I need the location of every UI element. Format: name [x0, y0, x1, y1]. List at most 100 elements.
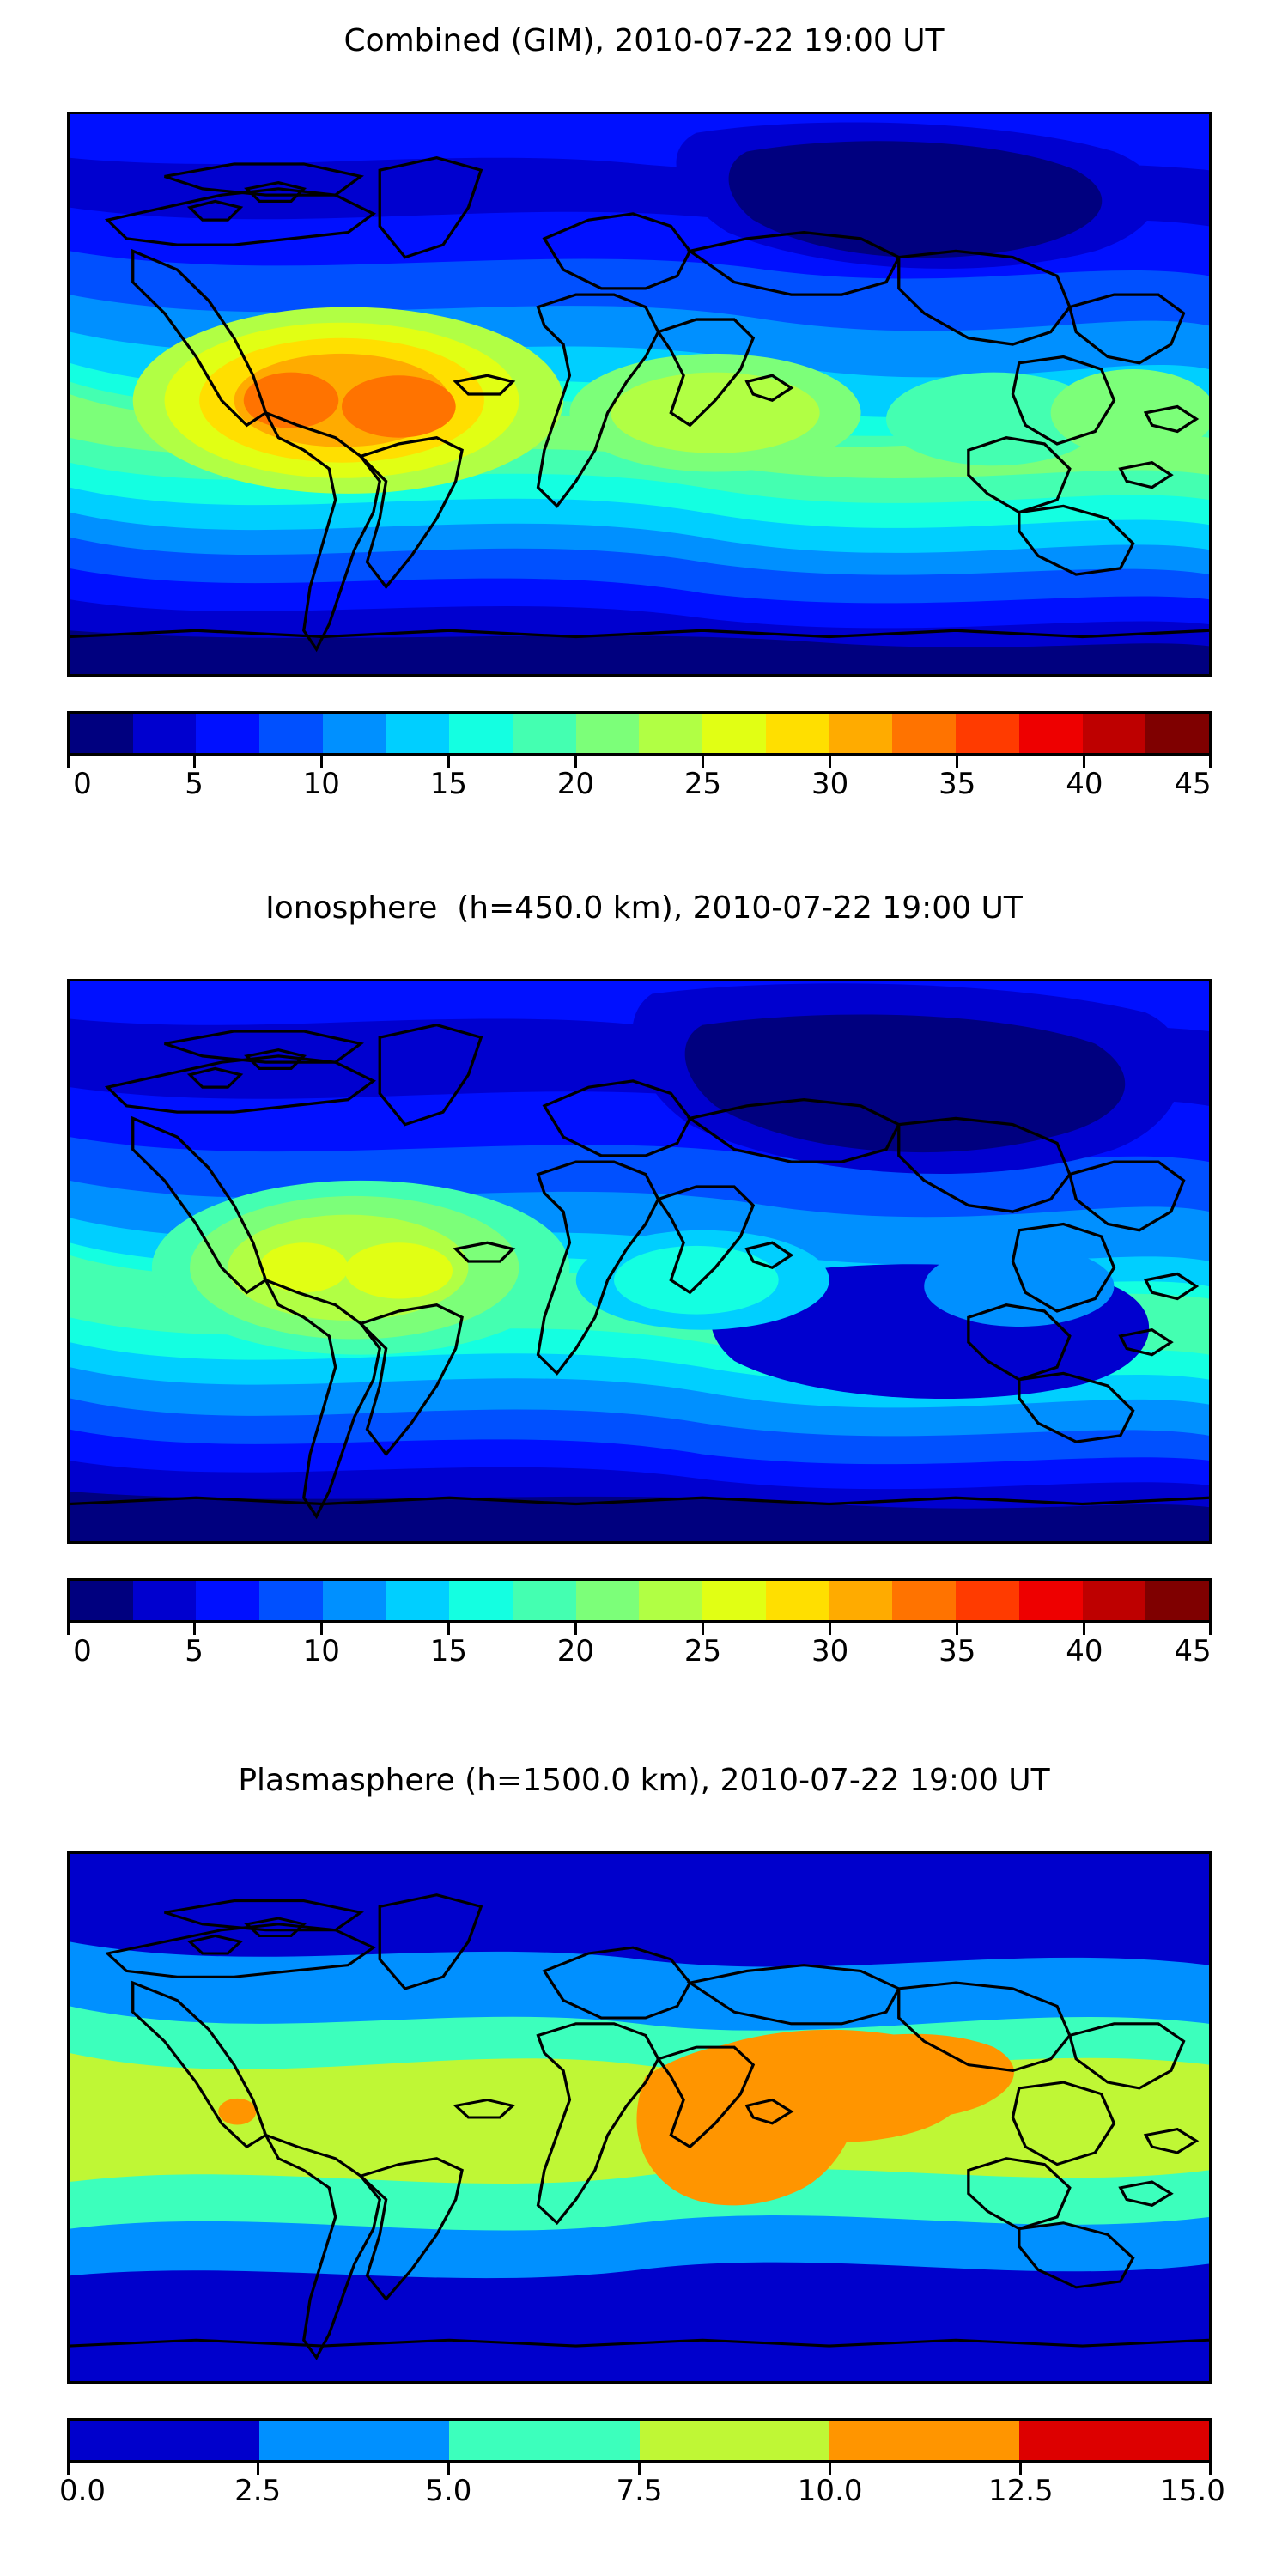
colorbar-tick-label: 35 — [939, 767, 976, 801]
colorbar-tick-label: 15 — [429, 1634, 467, 1668]
colorbar-segment — [70, 2421, 260, 2460]
colorbar-tick — [574, 756, 577, 768]
colorbar-segment — [956, 1581, 1019, 1620]
colorbar-gradient-combined — [67, 711, 1212, 756]
panel-combined-gim: Combined (GIM), 2010-07-22 19:00 UT — [0, 0, 1288, 867]
colorbar-plasmasphere-1500km: 0.0 2.5 5.0 7.5 10.0 12.5 15.0 — [59, 2418, 1225, 2521]
colorbar-segment — [892, 1581, 957, 1620]
colorbar-tick — [1019, 2463, 1023, 2475]
colorbar-tick — [447, 756, 450, 768]
map-plasmasphere-1500km — [67, 1851, 1212, 2384]
colorbar-tick-label: 7.5 — [616, 2474, 663, 2508]
colorbar-segment — [449, 714, 513, 753]
colorbar-segment — [1145, 1581, 1209, 1620]
colorbar-tick — [1209, 756, 1212, 768]
colorbar-labels-plasmasphere: 0.0 2.5 5.0 7.5 10.0 12.5 15.0 — [59, 2474, 1225, 2514]
colorbar-segment — [513, 1581, 576, 1620]
colorbar-segment — [765, 714, 829, 753]
colorbar-segment — [765, 1581, 829, 1620]
colorbar-tick-label: 35 — [939, 1634, 976, 1668]
colorbar-tick — [67, 2463, 70, 2475]
colorbar-labels-ionosphere: 0 5 10 15 20 25 30 35 40 45 — [67, 1637, 1212, 1674]
contour-fill-combined — [70, 114, 1209, 674]
colorbar-labels-combined: 0 5 10 15 20 25 30 35 40 45 — [67, 769, 1212, 807]
colorbar-segment — [259, 2421, 450, 2460]
colorbar-segment — [132, 714, 197, 753]
colorbar-tick — [1083, 756, 1086, 768]
coastlines-ionosphere — [70, 1024, 1209, 1520]
colorbar-segment — [513, 714, 576, 753]
map-canvas-plasmasphere — [70, 1854, 1209, 2381]
panel-ionosphere-450km: Ionosphere (h=450.0 km), 2010-07-22 19:0… — [0, 867, 1288, 1735]
coastlines-plasmasphere — [70, 1893, 1209, 2360]
colorbar-segment — [829, 2421, 1019, 2460]
colorbar-segment — [956, 714, 1019, 753]
colorbar-tick-label: 0 — [73, 767, 92, 801]
colorbar-ticks-plasmasphere — [67, 2463, 1212, 2475]
colorbar-tick — [192, 756, 196, 768]
colorbar-segment — [322, 1581, 386, 1620]
colorbar-segment — [1018, 714, 1083, 753]
colorbar-segment — [1018, 2421, 1210, 2460]
colorbar-segment — [639, 2421, 829, 2460]
colorbar-ticks-ionosphere — [67, 1623, 1212, 1635]
colorbar-tick-label: 5 — [185, 767, 204, 801]
colorbar-tick — [447, 1623, 450, 1635]
colorbar-tick-label: 45 — [1174, 1634, 1212, 1668]
colorbar-tick — [956, 756, 959, 768]
colorbar-tick-label: 5.0 — [425, 2474, 472, 2508]
colorbar-tick-label: 25 — [683, 1634, 722, 1668]
map-ionosphere-450km — [67, 979, 1212, 1544]
colorbar-tick — [319, 1623, 323, 1635]
colorbar-tick-label: 0.0 — [58, 2474, 106, 2508]
colorbar-tick-label: 40 — [1066, 1634, 1103, 1668]
colorbar-ticks-combined — [67, 756, 1212, 768]
colorbar-tick — [67, 1623, 70, 1635]
colorbar-tick — [256, 2463, 259, 2475]
colorbar-segment — [575, 714, 640, 753]
colorbar-gradient-ionosphere — [67, 1578, 1212, 1623]
panel-plasmasphere-1500km: Plasmasphere (h=1500.0 km), 2010-07-22 1… — [0, 1735, 1288, 2576]
panel-title-combined-gim: Combined (GIM), 2010-07-22 19:00 UT — [343, 23, 945, 58]
panel-title-ionosphere: Ionosphere (h=450.0 km), 2010-07-22 19:0… — [265, 890, 1023, 926]
colorbar-segment — [1082, 1581, 1146, 1620]
colorbar-segment — [386, 714, 450, 753]
map-canvas-combined-gim — [70, 114, 1209, 674]
colorbar-segment — [259, 714, 323, 753]
panel-title-plasmasphere: Plasmasphere (h=1500.0 km), 2010-07-22 1… — [238, 1763, 1050, 1798]
colorbar-segment — [132, 1581, 197, 1620]
colorbar-segment — [702, 1581, 766, 1620]
colorbar-tick-label: 20 — [556, 767, 595, 801]
colorbar-segment — [1018, 1581, 1083, 1620]
colorbar-tick — [829, 756, 832, 768]
colorbar-tick — [192, 1623, 196, 1635]
colorbar-tick-label: 0 — [73, 1634, 92, 1668]
colorbar-tick — [1083, 1623, 1086, 1635]
colorbar-tick — [1209, 1623, 1212, 1635]
colorbar-tick — [574, 1623, 577, 1635]
colorbar-segment — [449, 2421, 640, 2460]
colorbar-tick-label: 10.0 — [797, 2474, 863, 2508]
colorbar-tick — [956, 1623, 959, 1635]
colorbar-tick-label: 40 — [1066, 767, 1103, 801]
colorbar-tick-label: 12.5 — [987, 2474, 1054, 2508]
colorbar-tick-label: 15.0 — [1160, 2474, 1225, 2508]
colorbar-segment — [70, 1581, 133, 1620]
colorbar-tick — [1209, 2463, 1212, 2475]
colorbar-combined-gim: 0 5 10 15 20 25 30 35 40 45 — [67, 711, 1212, 814]
colorbar-segment — [322, 714, 386, 753]
colorbar-gradient-plasmasphere — [67, 2418, 1212, 2463]
colorbar-tick-label: 20 — [556, 1634, 595, 1668]
colorbar-segment — [892, 714, 957, 753]
colorbar-tick — [638, 2463, 641, 2475]
colorbar-segment — [70, 714, 133, 753]
coastlines-combined — [70, 156, 1209, 653]
colorbar-segment — [386, 1581, 450, 1620]
colorbar-segment — [1082, 714, 1146, 753]
colorbar-tick-label: 2.5 — [234, 2474, 282, 2508]
map-canvas-ionosphere — [70, 981, 1209, 1541]
contour-fill-plasmasphere — [70, 1854, 1209, 2381]
colorbar-tick — [702, 1623, 705, 1635]
colorbar-ionosphere-450km: 0 5 10 15 20 25 30 35 40 45 — [67, 1578, 1212, 1681]
